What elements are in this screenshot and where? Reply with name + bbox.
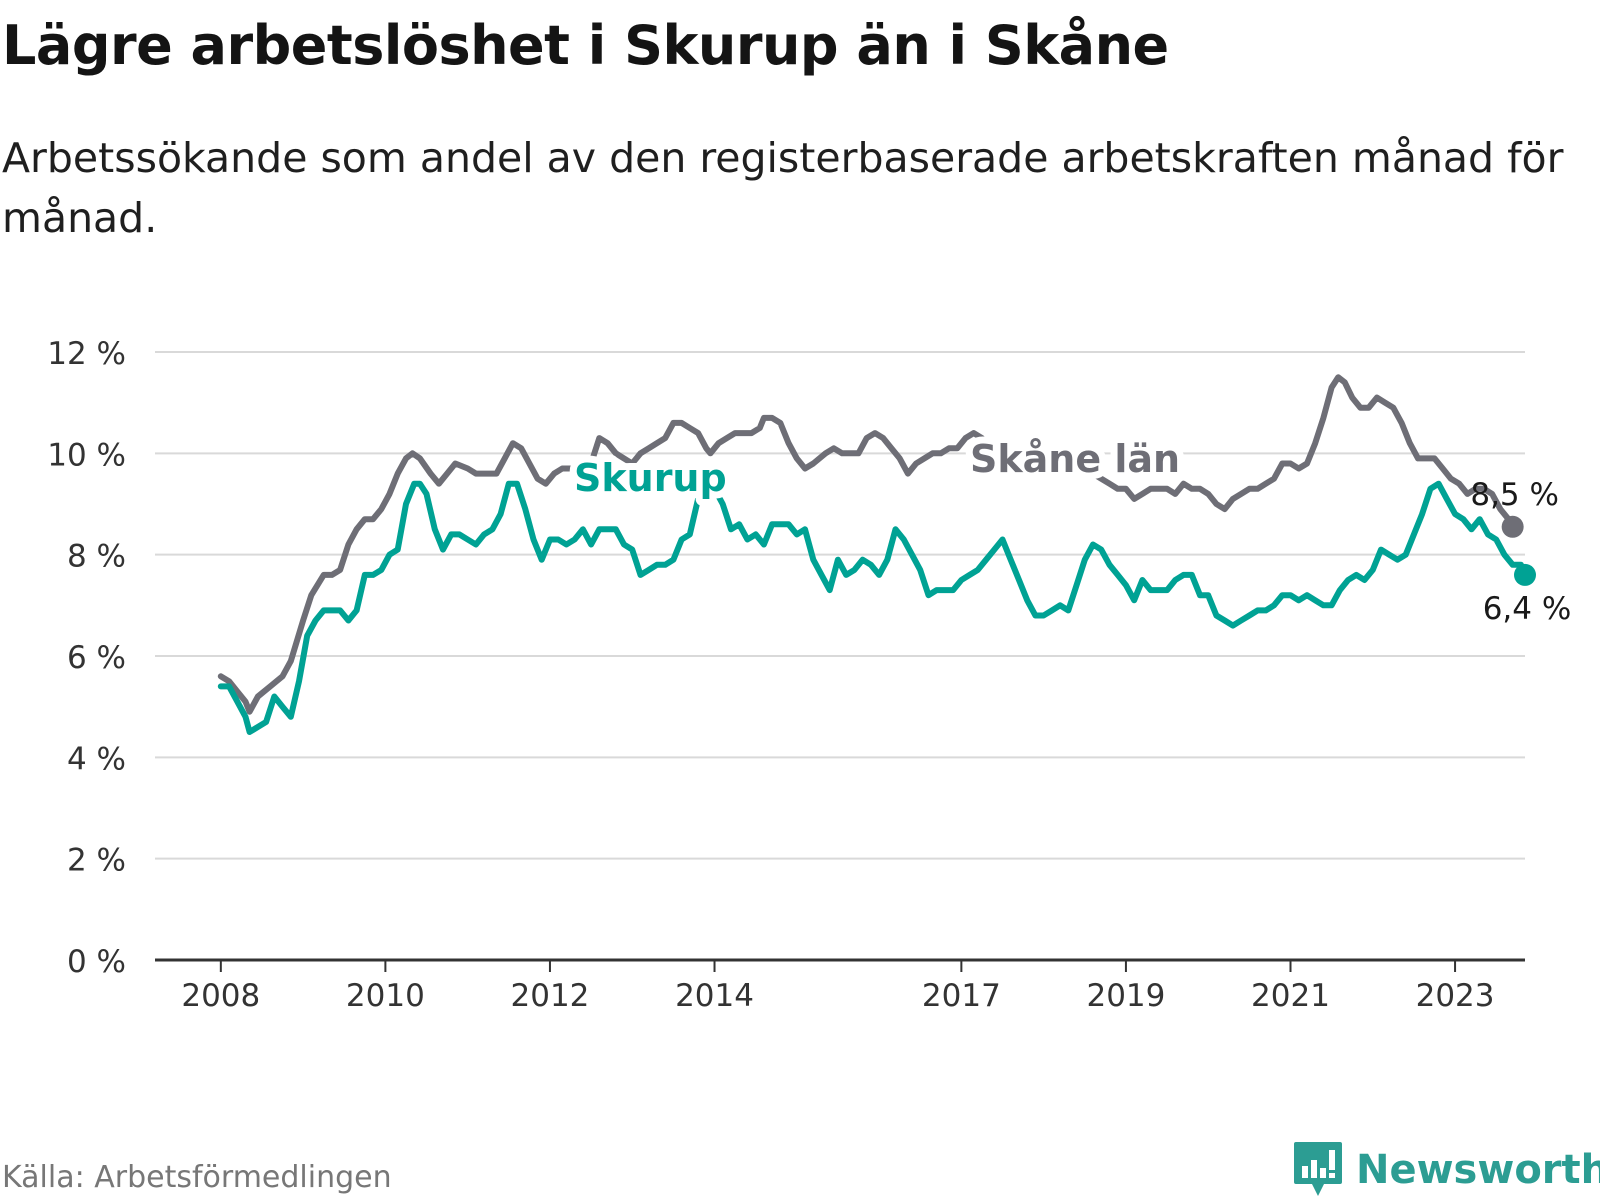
- y-tick-label: 6 %: [67, 640, 126, 676]
- x-tick-label: 2008: [181, 978, 260, 1014]
- x-tick-label: 2010: [346, 978, 425, 1014]
- end-marker-skurup: [1514, 563, 1536, 586]
- end-value-label-skane-lan: 8,5 %: [1470, 477, 1559, 513]
- series-label-halo: Skurup: [574, 456, 727, 500]
- y-tick-label: 4 %: [67, 741, 126, 777]
- brand-name: Newsworthy: [1356, 1147, 1600, 1193]
- x-tick-label: 2023: [1416, 978, 1495, 1014]
- series-label-skurup: Skurup: [574, 456, 727, 500]
- x-tick-label: 2012: [511, 978, 590, 1014]
- series-lines: [217, 374, 1528, 735]
- end-value-label-skurup: 6,4 %: [1483, 591, 1572, 627]
- y-tick-label: 12 %: [47, 336, 126, 372]
- y-tick-label: 10 %: [47, 437, 126, 473]
- x-tick-label: 2019: [1086, 978, 1165, 1014]
- y-tick-label: 2 %: [67, 843, 126, 879]
- x-tick-label: 2017: [922, 978, 1001, 1014]
- y-tick-label: 8 %: [67, 539, 126, 575]
- source-note: Källa: Arbetsförmedlingen: [2, 1160, 392, 1195]
- x-axis: 2008 2010 2012 2014 2017 2019 2021 2023: [155, 958, 1525, 1014]
- end-marker-skane-lan: [1501, 515, 1524, 538]
- y-tick-label: 0 %: [67, 944, 126, 980]
- series-label-halo: Skåne län: [970, 437, 1180, 481]
- chart-title: Lägre arbetslöshet i Skurup än i Skåne: [2, 14, 1169, 77]
- y-axis-ticks: 0 % 2 % 4 % 6 % 8 % 10 % 12 %: [47, 336, 126, 980]
- x-tick-label: 2014: [675, 978, 754, 1014]
- series-line-skane-lan: [217, 374, 1516, 715]
- bar-chart-bubble-icon: [1294, 1142, 1342, 1196]
- chart-subtitle: Arbetssökande som andel av den registerb…: [2, 134, 1564, 242]
- x-tick-label: 2021: [1251, 978, 1330, 1014]
- series-line-skurup: [217, 475, 1528, 735]
- brand-logo: Newsworthy: [1292, 1140, 1600, 1200]
- series-label-skane-lan: Skåne län: [970, 437, 1180, 481]
